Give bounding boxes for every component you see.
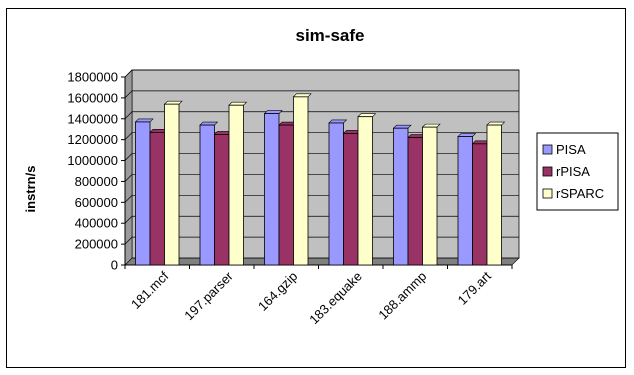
- bar-top: [357, 113, 377, 117]
- y-tick-label: 800000: [75, 174, 118, 189]
- y-tick-label: 1400000: [67, 111, 118, 126]
- x-tick-label: 183.equake: [306, 269, 365, 328]
- gridline-depth: [124, 111, 133, 120]
- bar-top: [486, 121, 506, 126]
- x-tick-label: 164.gzip: [255, 269, 300, 314]
- legend-label: PISA: [556, 142, 586, 157]
- legend-label: rPISA: [556, 164, 590, 179]
- bar: [278, 124, 294, 266]
- bar: [422, 126, 438, 266]
- bar: [214, 134, 230, 266]
- x-tick-label: 179.art: [455, 268, 494, 307]
- y-tick-label: 0: [111, 258, 118, 273]
- gridline-depth: [124, 215, 133, 224]
- chart-side-wall: [124, 69, 133, 266]
- bar-top: [421, 123, 441, 128]
- chart-area: sim-safe instrn/s 0 200000 400000 600000 800…: [6, 8, 626, 368]
- bar: [293, 96, 309, 266]
- y-tick-label: 200000: [75, 237, 118, 252]
- gridline-depth: [124, 90, 133, 99]
- legend-swatch: [542, 166, 553, 177]
- bar: [199, 124, 215, 266]
- gridline-depth: [124, 132, 133, 140]
- y-tick-label: 600000: [75, 195, 118, 210]
- x-tick-label: 188.ammp: [375, 269, 429, 323]
- legend: PISA rPISA rSPARC: [536, 132, 619, 211]
- bar: [164, 103, 180, 266]
- y-tick-label: 400000: [75, 216, 118, 231]
- plot-background: [131, 69, 520, 259]
- bar: [149, 131, 165, 266]
- bar: [328, 122, 344, 266]
- bar-top: [134, 118, 154, 123]
- y-tick-label: 1600000: [67, 90, 118, 105]
- bar: [457, 136, 473, 266]
- bar: [486, 124, 502, 266]
- bar: [407, 137, 423, 266]
- gridline-depth: [124, 236, 133, 245]
- bar-top: [457, 133, 477, 137]
- y-axis-title: instrn/s: [23, 166, 38, 213]
- legend-swatch: [542, 188, 553, 199]
- gridline-depth: [124, 153, 133, 161]
- bar-top: [163, 100, 183, 105]
- bar-top: [328, 119, 348, 124]
- chart-svg: sim-safe instrn/s 0 200000 400000 600000 800…: [23, 26, 619, 328]
- gridline-depth: [124, 69, 133, 78]
- x-tick-label: 197.parser: [181, 268, 236, 323]
- y-tick-label: 1800000: [67, 70, 118, 85]
- bar-top: [199, 121, 219, 126]
- bar: [472, 143, 488, 266]
- y-tick-label: 1000000: [67, 153, 118, 168]
- legend-swatch: [542, 144, 553, 155]
- bar: [357, 116, 373, 266]
- bar-top: [292, 93, 312, 98]
- gridline-depth: [124, 195, 133, 203]
- bar: [135, 121, 151, 266]
- bar: [228, 104, 244, 266]
- bar-top: [228, 101, 248, 106]
- gridline-depth: [124, 174, 133, 182]
- bar: [264, 113, 280, 266]
- plot-area: 0 200000 400000 600000 800000 1000000 1200000 1…: [67, 69, 520, 328]
- bar-top: [392, 124, 412, 129]
- x-tick-label: 181.mcf: [128, 268, 172, 312]
- legend-label: rSPARC: [556, 186, 604, 201]
- bar-top: [263, 110, 283, 114]
- chart-title: sim-safe: [296, 26, 365, 45]
- bar: [393, 127, 409, 266]
- bar: [343, 133, 359, 266]
- y-tick-label: 1200000: [67, 132, 118, 147]
